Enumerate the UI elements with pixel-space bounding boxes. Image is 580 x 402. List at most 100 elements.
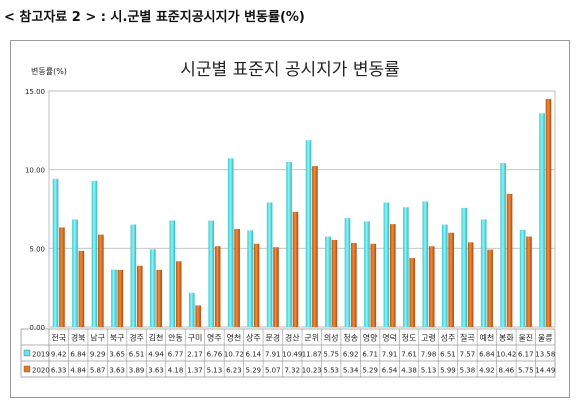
x-tick-label: 울진: [518, 333, 533, 343]
data-label-2019: 6.51: [129, 351, 145, 359]
bar-2019-청도: [403, 207, 409, 327]
bar-2019-영천: [227, 158, 234, 327]
data-label-2020: 5.13: [421, 367, 437, 375]
bar-chart: 시군별 표준지 공시지가 변동률 변동률(%) 0.00 5.00 10.00 15.…: [20, 60, 556, 378]
data-label-2020: 5.29: [362, 367, 378, 375]
data-label-2020: 5.34: [343, 367, 359, 375]
x-tick-label: 경산: [285, 333, 300, 343]
x-tick-label: 청도: [402, 334, 417, 343]
data-label-2019: 2.17: [187, 351, 203, 359]
plot-background: [48, 90, 556, 328]
bar-2019-경주: [130, 224, 137, 327]
bar-2020-영덕: [389, 224, 396, 327]
bar-2019-의성: [325, 236, 331, 327]
bar-2020-북구: [117, 269, 124, 327]
data-label-2020: 4.84: [70, 367, 86, 375]
bar-2020-칠곡: [467, 242, 474, 327]
data-label-2019: 10.72: [224, 351, 244, 359]
y-tick-label: 5.00: [29, 245, 45, 253]
data-label-2019: 6.51: [440, 351, 456, 359]
bar-2019-영양: [364, 221, 370, 327]
bar-2020-경북: [78, 250, 85, 327]
x-tick-label: 영천: [227, 333, 242, 343]
x-tick-label: 청송: [343, 334, 358, 343]
data-label-2019: 10.42: [496, 351, 516, 359]
bar-2020-울진: [526, 236, 532, 327]
bar-2019-영주: [208, 220, 215, 327]
y-tick-label: 0.00: [29, 324, 45, 332]
bar-2020-문경: [273, 247, 279, 327]
bar-2020-청송: [351, 242, 357, 327]
bar-2019-고령: [422, 201, 429, 327]
data-label-2020: 8.46: [499, 367, 515, 375]
data-label-2020: 5.13: [207, 367, 223, 375]
data-label-2019: 7.98: [421, 351, 437, 359]
data-label-2020: 5.75: [518, 367, 534, 375]
data-label-2020: 5.29: [246, 367, 262, 375]
x-tick-label: 울릉: [538, 334, 553, 343]
y-tick-label: 15.00: [25, 88, 45, 96]
bar-2020-상주: [253, 243, 260, 327]
data-label-2019: 6.92: [343, 351, 359, 359]
x-tick-label: 영양: [363, 333, 378, 343]
x-tick-label: 경주: [129, 333, 144, 343]
data-label-2020: 4.18: [168, 367, 184, 375]
data-label-2020: 3.63: [109, 367, 125, 375]
data-label-2019: 10.49: [282, 351, 302, 359]
data-label-2019: 6.17: [518, 351, 534, 359]
bar-2019-울진: [519, 229, 526, 327]
data-label-2019: 6.77: [168, 351, 184, 359]
data-label-2019: 7.57: [460, 351, 476, 359]
data-label-2020: 4.38: [401, 367, 417, 375]
x-tick-label: 전국: [51, 333, 66, 343]
bar-2020-구미: [195, 305, 201, 327]
x-tick-label: 예천: [480, 333, 495, 343]
data-label-2019: 4.94: [148, 351, 164, 359]
x-tick-label: 안동: [168, 333, 183, 343]
x-tick-label: 군위: [304, 334, 319, 343]
data-label-2020: 1.37: [187, 367, 203, 375]
data-label-2019: 9.29: [90, 351, 106, 359]
bar-2020-영천: [234, 228, 240, 327]
bar-2020-전국: [59, 227, 65, 327]
data-label-2020: 6.23: [226, 367, 242, 375]
y-tick-label: 10.00: [25, 167, 45, 175]
bar-2019-구미: [188, 292, 195, 327]
bar-2019-봉화: [500, 163, 506, 327]
x-tick-label: 경북: [71, 333, 86, 343]
data-label-2019: 5.75: [323, 351, 339, 359]
data-label-2020: 5.53: [323, 367, 339, 375]
data-label-2019: 6.84: [479, 351, 495, 359]
bar-2019-울릉: [539, 113, 545, 327]
x-tick-label: 북구: [110, 334, 125, 343]
data-label-2019: 13.58: [535, 351, 555, 359]
data-label-2019: 6.76: [207, 351, 223, 359]
bar-2020-고령: [428, 246, 435, 327]
bar-2019-경북: [72, 219, 78, 327]
bar-2019-성주: [441, 224, 448, 327]
x-tick-label: 칠곡: [460, 334, 475, 343]
legend-series-name: 2019: [32, 351, 50, 359]
data-label-2020: 6.33: [51, 367, 67, 375]
bar-2020-경주: [136, 265, 143, 327]
bar-2019-안동: [169, 220, 176, 327]
bar-2019-남구: [91, 180, 98, 327]
bar-2020-영양: [370, 243, 377, 327]
bar-2019-상주: [247, 230, 253, 327]
data-label-2019: 3.65: [109, 351, 125, 359]
x-tick-label: 남구: [90, 334, 105, 343]
data-label-2019: 6.84: [70, 351, 86, 359]
bar-2019-영덕: [383, 202, 390, 327]
bar-2019-군위: [305, 140, 312, 327]
x-tick-label: 영덕: [382, 333, 397, 343]
bar-2019-전국: [52, 178, 59, 327]
data-label-2019: 7.91: [265, 351, 281, 359]
data-label-2019: 9.42: [51, 351, 67, 359]
legend-swatch-2020: [23, 365, 31, 373]
bar-2019-예천: [480, 219, 487, 327]
data-label-2020: 7.32: [284, 367, 300, 375]
page-header: < 참고자료 2 > : 시.군별 표준지공시지가 변동률(%): [4, 10, 305, 25]
x-tick-label: 구미: [188, 334, 203, 343]
x-tick-label: 성주: [441, 334, 456, 343]
data-label-2020: 3.89: [129, 367, 145, 375]
